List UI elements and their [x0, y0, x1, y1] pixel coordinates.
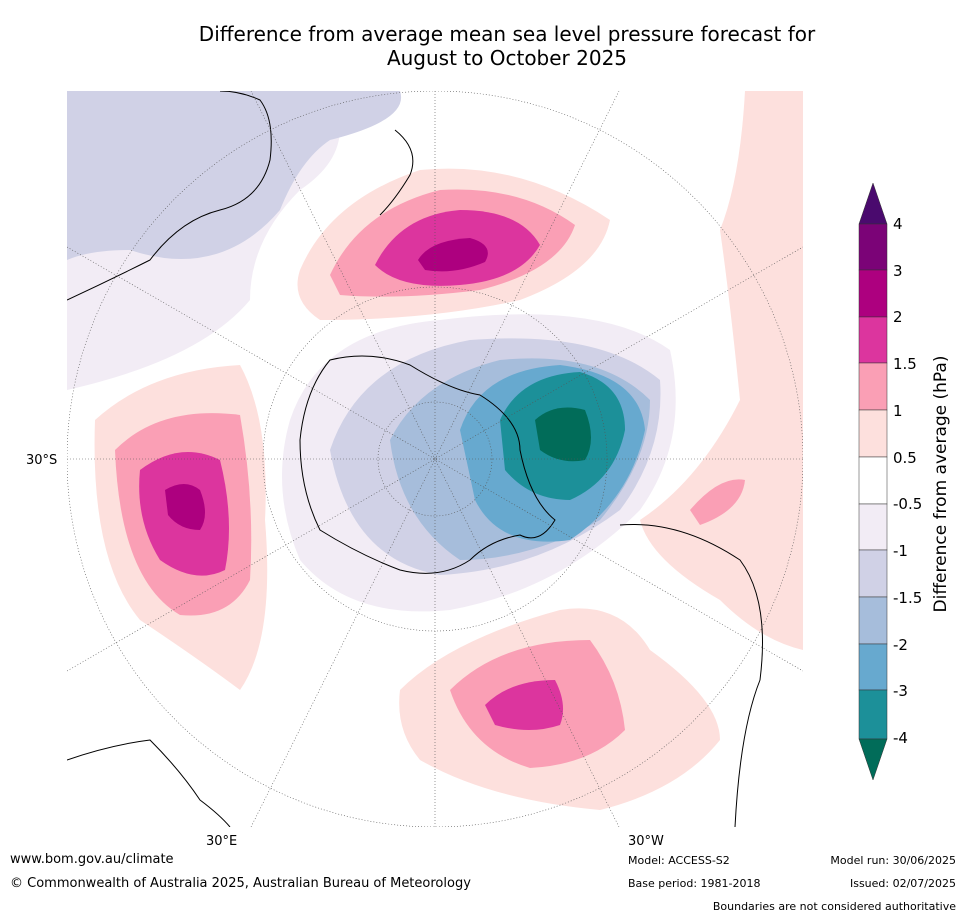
lat-label-30s: 30°S [26, 453, 57, 468]
anomaly-region-central-m4 [535, 407, 591, 462]
anomaly-region-pink-east [640, 91, 803, 650]
colorbar-bin-0p5-1 [858, 409, 888, 458]
new-zealand-coastline [379, 129, 414, 216]
disclaimer-text: Boundaries are not considered authoritat… [712, 900, 956, 913]
chart-title-line2: August to October 2025 [386, 46, 628, 70]
colorbar-bin-2-3 [858, 269, 888, 318]
colorbar-bin-m2-m1p5 [858, 596, 888, 645]
lon-label-30w: 30°W [628, 834, 664, 849]
anomaly-region-west-2 [165, 484, 205, 530]
colorbar-arrow-bottom [858, 738, 888, 781]
model-run-text: Model run: 30/06/2025 [830, 854, 956, 867]
antarctica-coastline [299, 355, 556, 574]
colorbar-bin-m1-m0p5 [858, 503, 888, 551]
colorbar-title: Difference from average (hPa) [931, 355, 951, 613]
website-link[interactable]: www.bom.gov.au/climate [10, 852, 174, 867]
colorbar-label: 1.5 [893, 355, 917, 373]
anomaly-region-pink-small [690, 479, 745, 525]
model-text: Model: ACCESS-S2 [628, 854, 730, 867]
anomaly-region-purple-nw [67, 91, 402, 260]
colorbar-label: 4 [893, 215, 903, 233]
colorbar-arrow-top [858, 182, 888, 225]
australia-coastline [67, 91, 272, 301]
colorbar-bin-m4-m3 [858, 689, 888, 740]
colorbar-label: 3 [893, 262, 903, 280]
colorbar-label: -1.5 [893, 589, 923, 607]
colorbar-label: 1 [893, 402, 903, 420]
colorbar-label: -4 [893, 729, 908, 747]
coastlines [67, 91, 763, 827]
colorbar-label: -1 [893, 542, 908, 560]
anomaly-region-north-2 [418, 238, 488, 272]
colorbar-bin-1-1p5 [858, 362, 888, 411]
base-period-text: Base period: 1981-2018 [628, 877, 761, 890]
africa-coastline [67, 739, 231, 827]
colorbar-bin-neutral [858, 456, 888, 505]
south-america-coastline [619, 523, 763, 827]
colorbar-label: -0.5 [893, 495, 923, 513]
lon-label-30e: 30°E [206, 834, 237, 849]
colorbar-bin-1p5-2 [858, 316, 888, 364]
anomaly-region-se-1p5 [485, 680, 564, 730]
colorbar-label: 2 [893, 308, 903, 326]
graticule [67, 91, 803, 827]
colorbar-label: -3 [893, 682, 908, 700]
colorbar-bin-m1p5-m1 [858, 549, 888, 598]
colorbar-label: 0.5 [893, 449, 917, 467]
copyright-text: © Commonwealth of Australia 2025, Austra… [10, 876, 471, 891]
chart-title-line1: Difference from average mean sea level p… [198, 22, 816, 46]
issued-text: Issued: 02/07/2025 [849, 877, 956, 890]
colorbar-label: -2 [893, 636, 908, 654]
colorbar-bin-m3-m2 [858, 643, 888, 691]
colorbar-bin-3-4 [858, 223, 888, 271]
